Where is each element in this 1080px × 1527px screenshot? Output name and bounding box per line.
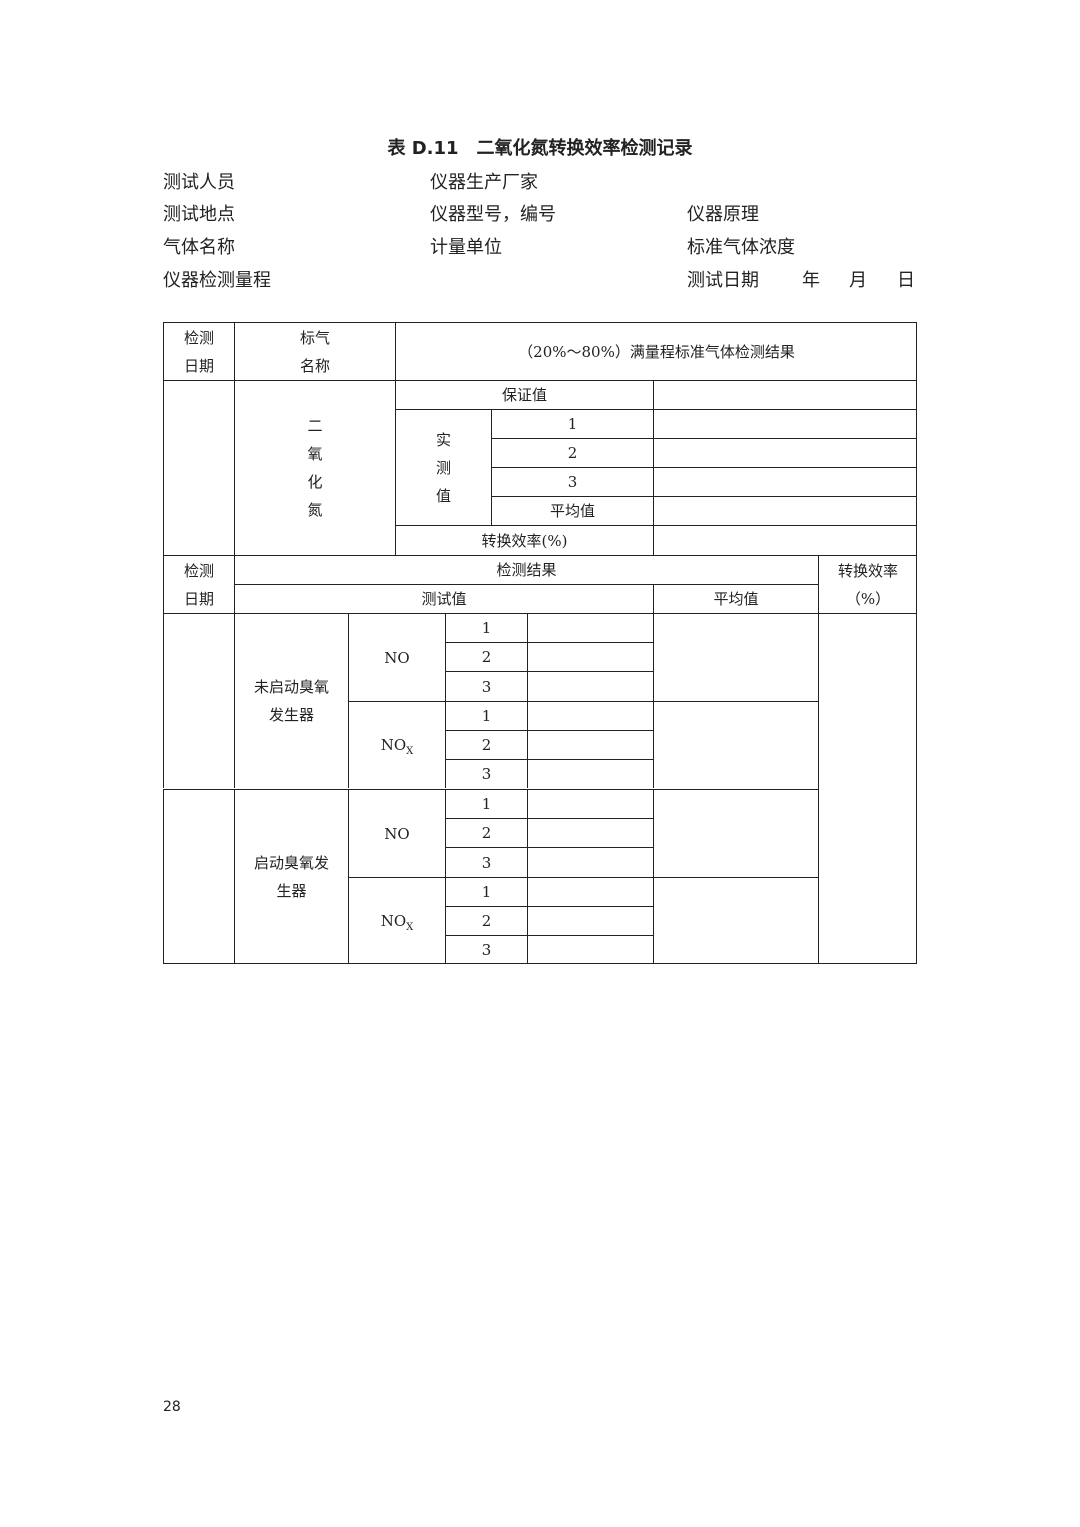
table-title: 表 D.11 二氧化氮转换效率检测记录: [387, 138, 693, 159]
test-value: [527, 935, 653, 964]
header-gas-name: 标气 名称: [234, 322, 395, 380]
header2-date: 检测 日期: [163, 555, 234, 613]
test-value: [527, 701, 653, 730]
info-location: 测试地点: [163, 204, 235, 225]
date-cell: [163, 380, 234, 555]
nox-subscript: X: [406, 922, 414, 933]
test-value: [527, 671, 653, 701]
test-index: 1: [445, 877, 527, 906]
page-number: 28: [163, 1399, 181, 1415]
header2-average: 平均值: [653, 584, 818, 613]
info-range: 仪器检测量程: [163, 270, 271, 291]
nox-label: NO: [380, 736, 407, 754]
info-unit: 计量单位: [430, 237, 502, 258]
info-date: 测试日期: [687, 270, 759, 291]
test-index: 2: [445, 906, 527, 935]
info-model: 仪器型号，编号: [430, 204, 556, 225]
test-index: 3: [445, 935, 527, 964]
nox-average: [653, 701, 818, 788]
no-label: NO: [348, 789, 445, 877]
test-index: 2: [445, 642, 527, 671]
nox-average: [653, 877, 818, 964]
efficiency-label: 转换效率(%): [395, 525, 653, 555]
measured-label: 实 测 值: [395, 409, 491, 525]
nox-subscript: X: [406, 746, 414, 757]
header-date: 检测 日期: [163, 322, 234, 380]
test-value: [527, 789, 653, 818]
header-result: （20%～80%）满量程标准气体检测结果: [395, 322, 917, 380]
guarantee-value: [653, 380, 917, 409]
measure-index: 3: [491, 467, 653, 496]
date-cell: [163, 789, 234, 964]
test-index: 2: [445, 730, 527, 759]
test-value: [527, 847, 653, 877]
test-value: [527, 730, 653, 759]
no-label: NO: [348, 613, 445, 701]
test-index: 3: [445, 759, 527, 788]
condition-label: 启动臭氧发 生器: [234, 789, 348, 964]
info-manufacturer: 仪器生产厂家: [430, 172, 538, 193]
header2-efficiency: 转换效率 （%）: [818, 555, 917, 613]
test-value: [527, 613, 653, 642]
condition-label: 未启动臭氧 发生器: [234, 613, 348, 788]
average-value: [653, 496, 917, 525]
test-index: 3: [445, 671, 527, 701]
info-std-conc: 标准气体浓度: [687, 237, 795, 258]
average-label: 平均值: [491, 496, 653, 525]
guarantee-label: 保证值: [395, 380, 653, 409]
test-index: 3: [445, 847, 527, 877]
measure-index: 1: [491, 409, 653, 438]
info-day: 日: [897, 270, 915, 291]
test-value: [527, 906, 653, 935]
test-index: 1: [445, 701, 527, 730]
efficiency-value: [653, 525, 917, 555]
info-month: 月: [849, 270, 867, 291]
measure-value: [653, 438, 917, 467]
nox-label: NO: [380, 912, 407, 930]
info-year: 年: [802, 270, 820, 291]
test-value: [527, 642, 653, 671]
test-index: 1: [445, 613, 527, 642]
info-tester: 测试人员: [163, 172, 235, 193]
header2-test-value: 测试值: [234, 584, 653, 613]
info-principle: 仪器原理: [687, 204, 759, 225]
measure-index: 2: [491, 438, 653, 467]
nox-cell: NOX: [348, 701, 445, 788]
measure-value: [653, 467, 917, 496]
no-average: [653, 613, 818, 701]
header2-result: 检测结果: [234, 555, 818, 584]
test-value: [527, 818, 653, 847]
conversion-efficiency-value: [818, 613, 917, 964]
test-value: [527, 877, 653, 906]
gas-name-cell: 二 氧 化 氮: [234, 380, 395, 555]
info-gas-name: 气体名称: [163, 237, 235, 258]
test-index: 1: [445, 789, 527, 818]
date-cell: [163, 613, 234, 788]
test-index: 2: [445, 818, 527, 847]
measure-value: [653, 409, 917, 438]
test-value: [527, 759, 653, 788]
no-average: [653, 789, 818, 877]
nox-cell: NOX: [348, 877, 445, 964]
record-table: 检测 日期 标气 名称 （20%～80%）满量程标准气体检测结果二 氧 化 氮保证值…: [163, 322, 917, 964]
